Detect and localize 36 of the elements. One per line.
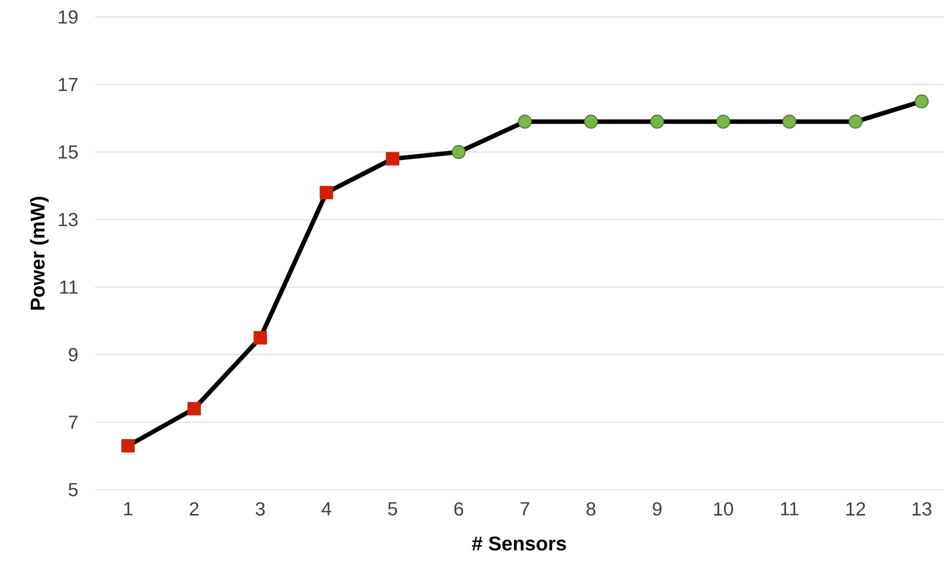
point (716, 114, 730, 129)
y-tick-label: 19 (58, 10, 78, 24)
x-tick-label: 2 (190, 502, 198, 516)
x-tick-label: 9 (652, 502, 662, 516)
x-tick-label: 5 (388, 502, 398, 516)
x-tick-label: 1 (124, 502, 132, 516)
point (121, 439, 135, 453)
x-tick-label: 11 (781, 502, 798, 516)
x-tick-label: 10 (714, 502, 734, 516)
point (848, 114, 863, 129)
x-tick-label: 4 (322, 502, 332, 516)
point (386, 152, 400, 166)
x-tick-label: 7 (520, 502, 530, 516)
point (914, 94, 929, 109)
point (650, 114, 664, 129)
x-tick-label: 12 (846, 502, 866, 516)
y-tick-label: 17 (58, 78, 78, 92)
x-tick-label: 13 (912, 502, 932, 516)
y-tick-label: 5 (68, 483, 78, 496)
point (187, 402, 201, 416)
x-tick-label: 8 (586, 502, 596, 516)
y-tick-label: 13 (58, 213, 78, 226)
y-tick-label: 7 (68, 416, 78, 429)
x-axis-title: # Sensors (472, 536, 566, 551)
point (782, 114, 796, 129)
point (584, 114, 598, 129)
y-axis-title: Power (mW) (30, 196, 49, 310)
y-tick-label: 9 (68, 348, 78, 362)
point (518, 114, 532, 129)
point (320, 186, 334, 200)
x-tick-label: 3 (256, 502, 265, 516)
y-tick-label: 15 (58, 146, 78, 159)
point (254, 331, 267, 345)
x-tick-label: 6 (454, 502, 464, 516)
point (452, 145, 466, 160)
y-tick-label: 11 (60, 280, 78, 294)
